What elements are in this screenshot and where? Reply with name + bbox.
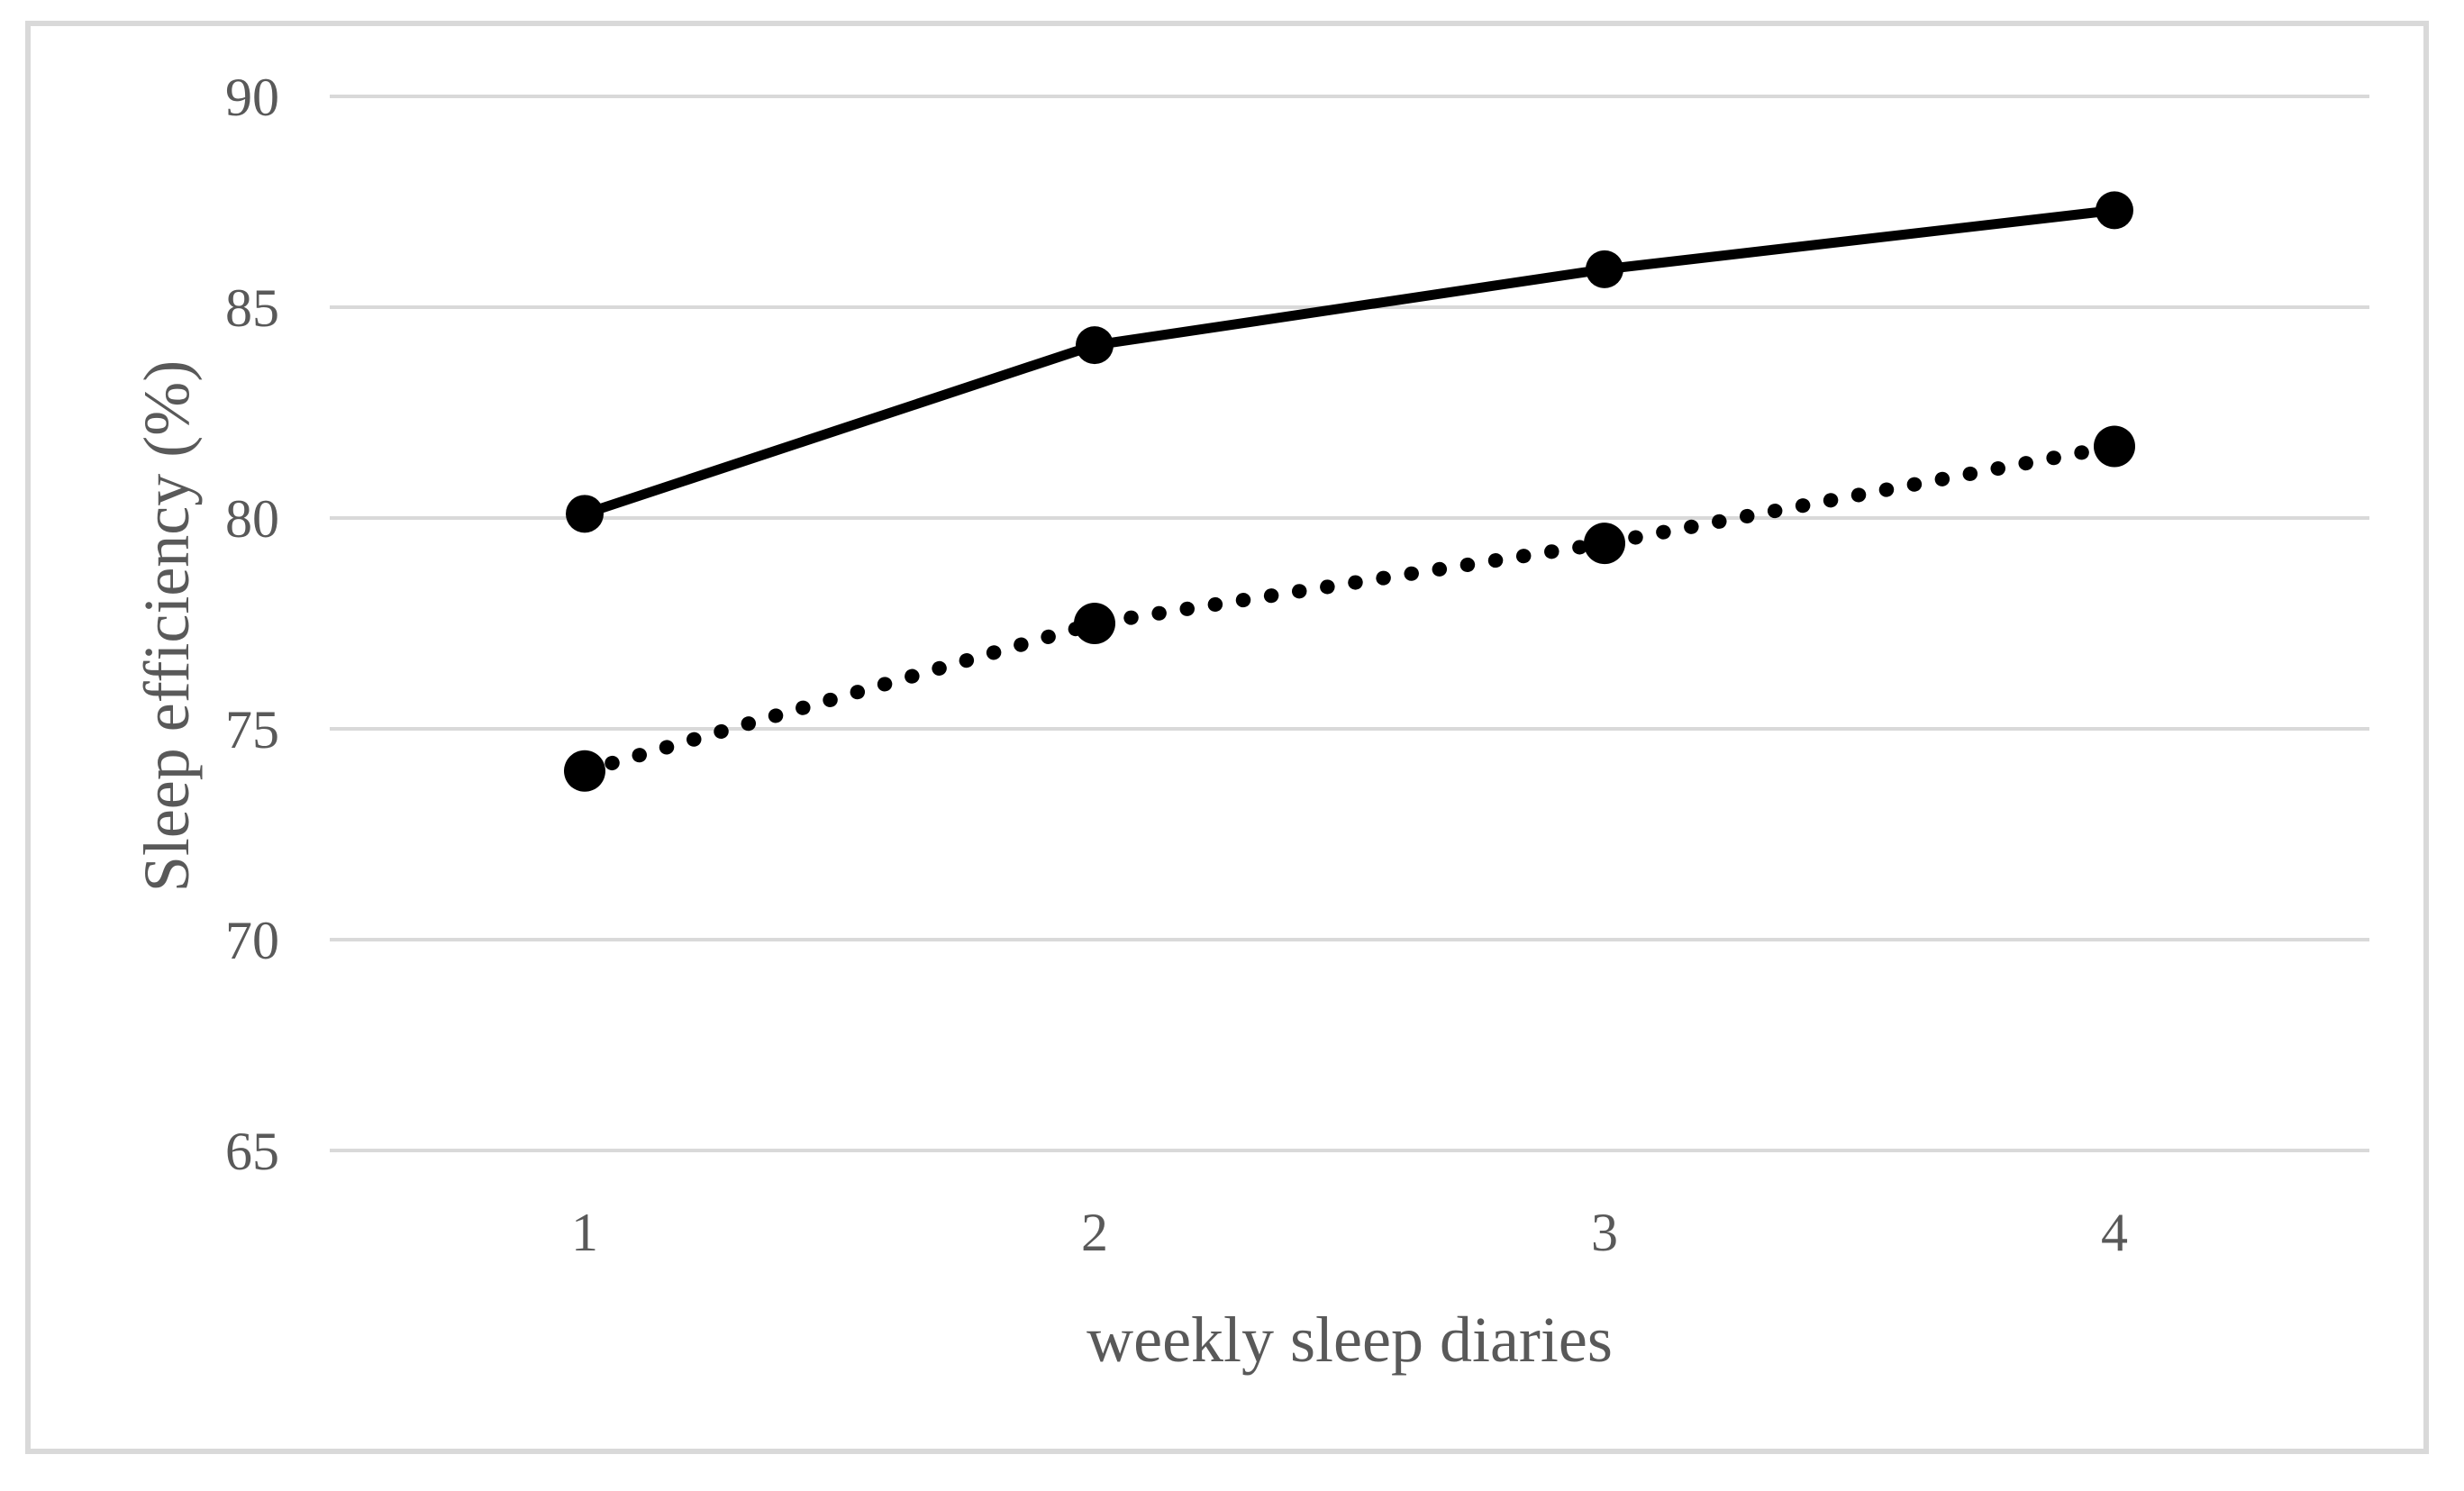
series-line-solid [583,205,2115,519]
series-line-dotted [577,439,2122,778]
x-tick-label-1: 1 [571,1203,598,1262]
x-axis-title: weekly sleep diaries [1087,1304,1613,1376]
y-tick-label-65: 65 [225,1122,279,1181]
x-tick-label-4: 4 [2101,1203,2128,1262]
x-tick-label-3: 3 [1591,1203,1618,1262]
marker-dotted-week-3 [1584,523,1625,565]
y-tick-label-90: 90 [225,68,279,127]
marker-solid-week-1 [566,495,604,533]
y-tick-label-75: 75 [225,700,279,759]
y-tick-label-85: 85 [225,278,279,338]
marker-dotted-week-4 [2094,425,2135,468]
y-tick-label-80: 80 [225,489,279,549]
marker-dotted-week-1 [564,750,605,792]
marker-solid-week-3 [1586,250,1623,288]
y-tick-label-70: 70 [225,911,279,970]
marker-solid-week-2 [1076,326,1114,365]
marker-dotted-week-2 [1074,603,1115,644]
x-tick-label-2: 2 [1081,1203,1108,1262]
marker-solid-week-4 [2096,191,2133,230]
y-axis-title: Sleep efficiency (%) [131,359,203,893]
